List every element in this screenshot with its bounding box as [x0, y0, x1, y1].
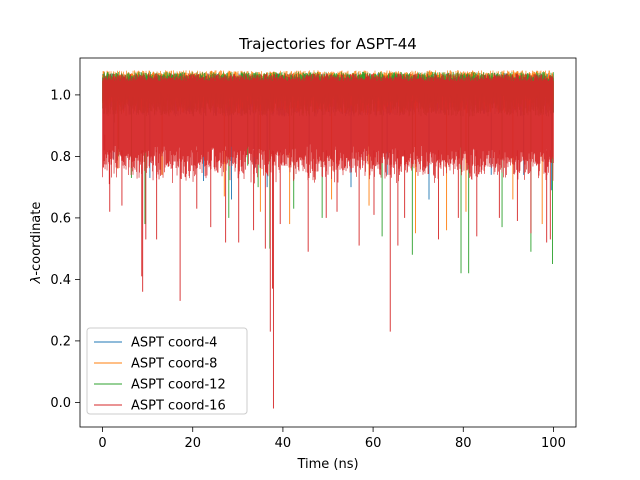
x-tick-label: 100 — [541, 436, 566, 451]
y-axis-label: λ-coordinate — [29, 202, 44, 285]
legend-label: ASPT coord-4 — [131, 336, 217, 351]
plot-area — [102, 70, 554, 409]
x-axis: 0 20 40 60 80 100 — [98, 427, 566, 451]
x-tick-label: 60 — [365, 436, 382, 451]
legend: ASPT coord-4 ASPT coord-8 ASPT coord-12 ASP… — [86, 327, 248, 415]
legend-label: ASPT coord-12 — [131, 378, 226, 393]
x-axis-label: Time (ns) — [296, 457, 358, 472]
y-axis-label-text: -coordinate — [29, 202, 44, 276]
x-tick-label: 0 — [98, 436, 106, 451]
legend-label: ASPT coord-16 — [131, 399, 226, 414]
series-line — [102, 73, 554, 184]
y-tick-label: 0.0 — [50, 396, 71, 411]
legend-label: ASPT coord-8 — [131, 357, 217, 372]
y-tick-label: 0.2 — [50, 334, 71, 349]
y-tick-label: 0.4 — [50, 273, 71, 288]
chart-title: Trajectories for ASPT-44 — [238, 35, 417, 53]
x-tick-label: 20 — [184, 436, 201, 451]
y-tick-label: 1.0 — [50, 88, 71, 103]
axes-frame — [79, 57, 577, 428]
x-tick-label: 40 — [275, 436, 292, 451]
x-tick-label: 80 — [455, 436, 472, 451]
y-tick-label: 0.8 — [50, 150, 71, 165]
y-tick-label: 0.6 — [50, 211, 71, 226]
legend-box — [86, 327, 248, 415]
y-axis: 0.0 0.2 0.4 0.6 0.8 1.0 — [50, 88, 80, 411]
y-axis-label-symbol: λ — [29, 276, 44, 285]
